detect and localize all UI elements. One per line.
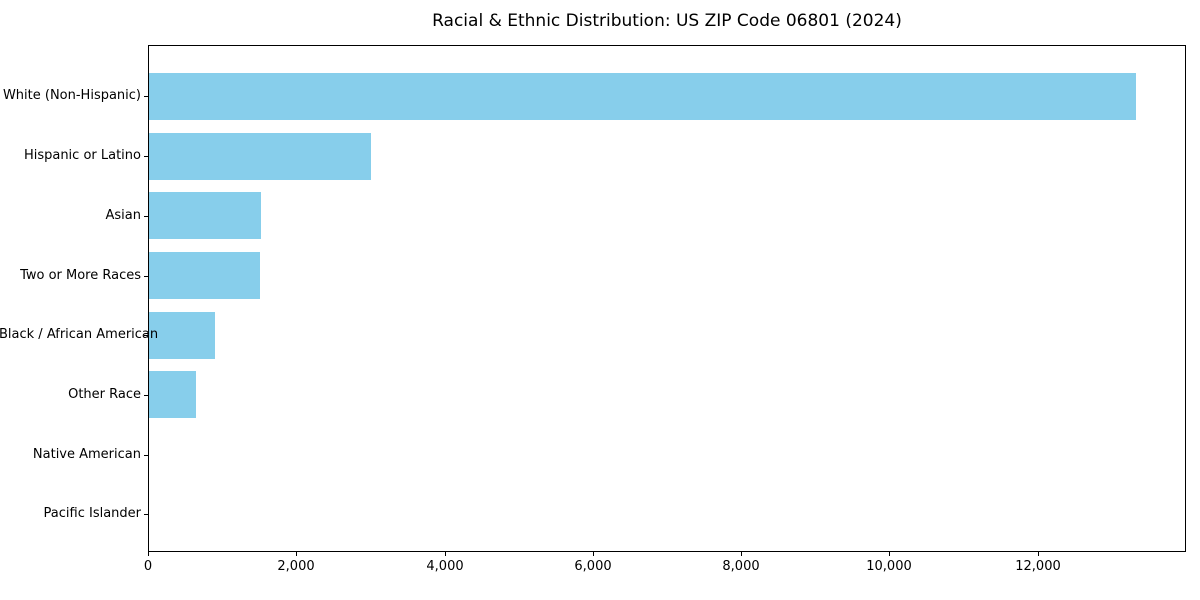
y-tick bbox=[144, 156, 148, 157]
x-tick-label: 0 bbox=[143, 559, 153, 574]
x-tick bbox=[741, 552, 742, 556]
plot-area bbox=[148, 45, 1186, 552]
y-tick-label: Black / African American bbox=[0, 327, 159, 342]
y-tick-label: Two or More Races bbox=[20, 268, 141, 283]
y-tick-label: Native American bbox=[32, 447, 141, 462]
x-tick bbox=[1038, 552, 1039, 556]
x-tick-label: 2,000 bbox=[277, 559, 315, 574]
y-tick bbox=[144, 455, 148, 456]
bar-white-non-hispanic bbox=[149, 72, 1136, 120]
bar-other-race bbox=[149, 371, 196, 419]
bar-hispanic-or-latino bbox=[149, 132, 371, 180]
x-tick-label: 4,000 bbox=[426, 559, 464, 574]
x-tick bbox=[148, 552, 149, 556]
y-tick bbox=[144, 96, 148, 97]
x-tick-label: 8,000 bbox=[722, 559, 760, 574]
y-tick-label: Hispanic or Latino bbox=[23, 148, 141, 163]
x-tick bbox=[296, 552, 297, 556]
y-tick-label: Pacific Islander bbox=[43, 506, 141, 521]
x-tick bbox=[445, 552, 446, 556]
x-tick-label: 12,000 bbox=[1015, 559, 1061, 574]
y-tick bbox=[144, 216, 148, 217]
y-tick bbox=[144, 335, 148, 336]
x-tick-label: 10,000 bbox=[866, 559, 912, 574]
y-tick-label: White (Non-Hispanic) bbox=[2, 88, 141, 103]
y-tick bbox=[144, 276, 148, 277]
y-tick bbox=[144, 395, 148, 396]
y-tick-label: Asian bbox=[105, 208, 141, 223]
x-tick bbox=[593, 552, 594, 556]
x-tick bbox=[889, 552, 890, 556]
bar-two-or-more-races bbox=[149, 252, 260, 299]
y-tick bbox=[144, 514, 148, 515]
bar-black-african-american bbox=[149, 311, 215, 359]
bar-asian bbox=[149, 192, 261, 240]
y-tick-label: Other Race bbox=[68, 387, 141, 402]
x-tick-label: 6,000 bbox=[574, 559, 612, 574]
chart-title: Racial & Ethnic Distribution: US ZIP Cod… bbox=[432, 11, 902, 31]
